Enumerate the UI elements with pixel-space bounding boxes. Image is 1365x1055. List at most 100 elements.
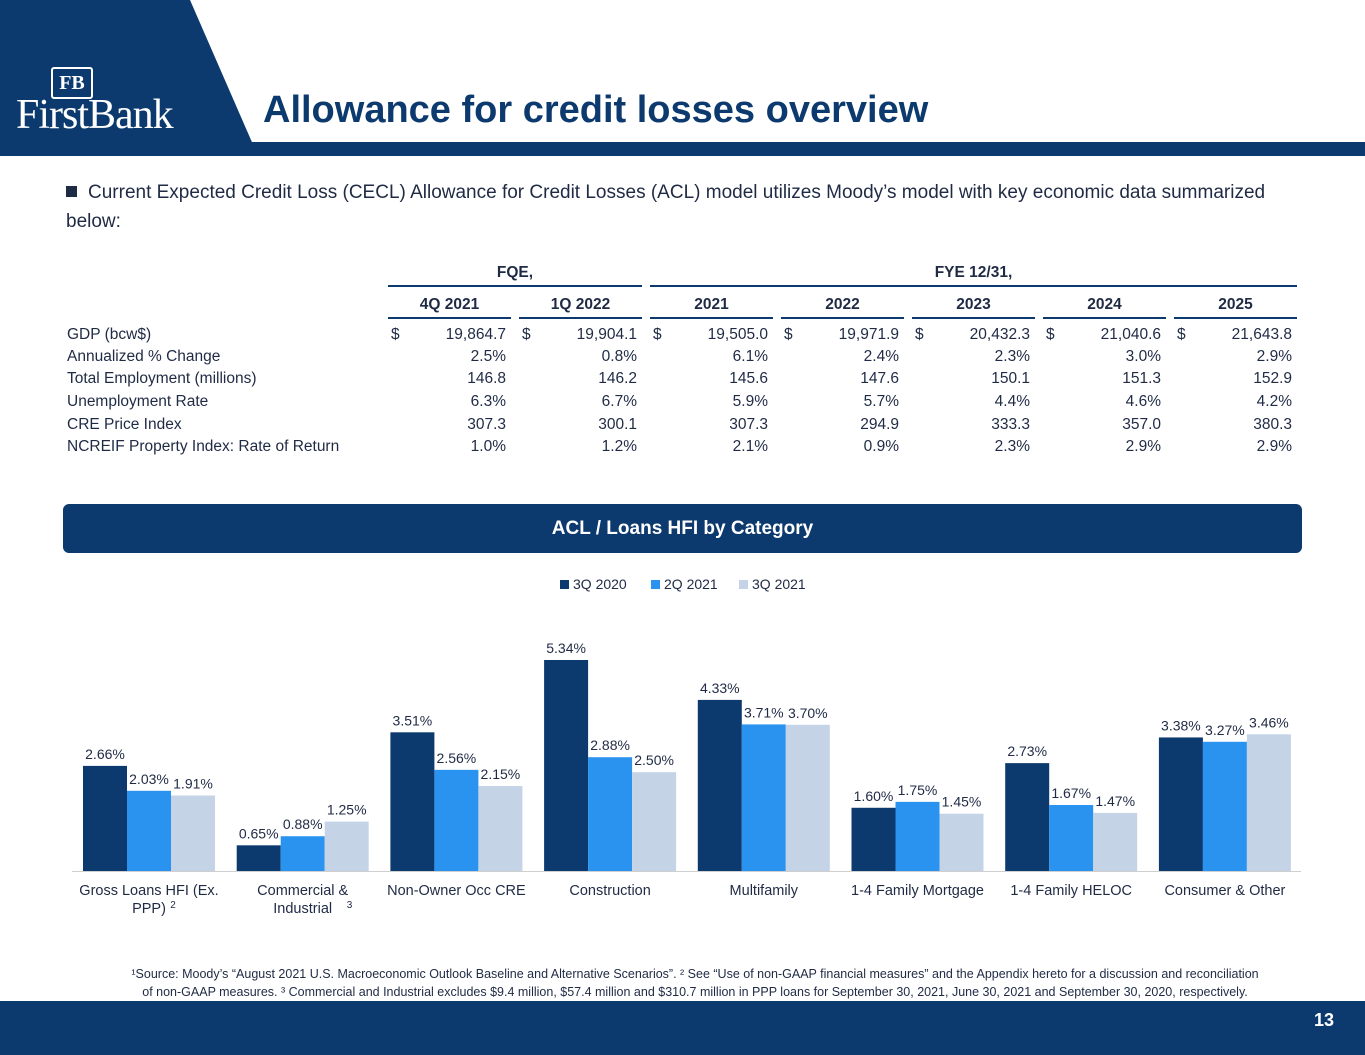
- table-cell: 150.1: [991, 370, 1030, 387]
- column-header-underline: [650, 317, 773, 319]
- bar: [280, 836, 325, 871]
- currency-symbol: $: [1177, 326, 1186, 343]
- data-label: 3.38%: [1161, 717, 1201, 733]
- category-label: Consumer & Other: [1164, 883, 1285, 899]
- bar: [390, 732, 435, 871]
- table-cell: 1.2%: [601, 438, 637, 455]
- table-cell: 19,971.9: [838, 326, 899, 343]
- table-cell: 146.2: [598, 370, 637, 387]
- table-cell: 21,040.6: [1100, 326, 1161, 343]
- table-cell: 357.0: [1122, 416, 1161, 433]
- table-cell: 19,864.7: [445, 326, 506, 343]
- footer-bar: [0, 1001, 1365, 1055]
- table-cell: 152.9: [1253, 370, 1292, 387]
- table-cell: 4.4%: [994, 393, 1030, 410]
- bar: [478, 786, 523, 871]
- acl-bar-chart: 3Q 2020 2Q 2021 3Q 2021 2.66%2.03% 1.91% Gros…: [72, 576, 1301, 917]
- data-label: 1.67%: [1051, 785, 1091, 801]
- data-label: 0.88%: [283, 816, 323, 832]
- column-header-underline: [519, 317, 642, 319]
- data-label: 1.47%: [1095, 793, 1135, 809]
- bar: [785, 724, 830, 871]
- table-row-label: Annualized % Change: [67, 348, 221, 365]
- fqe-group-header: FQE,: [496, 264, 534, 281]
- bar: [83, 765, 127, 871]
- column-header: 4Q 2021: [419, 296, 480, 313]
- table-cell: 2.3%: [994, 348, 1030, 365]
- bar: [1093, 812, 1138, 871]
- bar: [171, 795, 215, 871]
- data-label: 1.91%: [173, 776, 213, 792]
- category-label: 1-4 Family HELOC: [1010, 883, 1132, 899]
- legend-swatch: [739, 580, 748, 589]
- column-header-underline: [912, 317, 1035, 319]
- data-label: 2.73%: [1007, 743, 1047, 759]
- category-label: Gross Loans HFI (Ex.: [79, 883, 218, 899]
- legend-label: 2Q 2021: [664, 576, 718, 592]
- data-label: 1.25%: [327, 802, 367, 818]
- bar: [324, 821, 369, 871]
- table-cell: 3.0%: [1125, 348, 1161, 365]
- bar: [1246, 734, 1291, 871]
- legend-swatch: [560, 580, 569, 589]
- column-header: 2024: [1087, 296, 1122, 313]
- table-cell: 2.9%: [1256, 438, 1292, 455]
- currency-symbol: $: [784, 326, 793, 343]
- cecl-bullet: Current Expected Credit Loss (CECL) Allo…: [66, 178, 1296, 236]
- fqe-group-underline: [388, 285, 642, 287]
- table-cell: 2.5%: [470, 348, 506, 365]
- bar: [939, 813, 984, 871]
- table-cell: 333.3: [991, 416, 1030, 433]
- table-row-label: CRE Price Index: [67, 416, 182, 433]
- table-cell: 4.2%: [1256, 393, 1292, 410]
- category-label: Non-Owner Occ CRE: [387, 883, 526, 899]
- table-row-label: NCREIF Property Index: Rate of Return: [67, 438, 340, 455]
- table-cell: 151.3: [1122, 370, 1161, 387]
- data-label: 1.75%: [898, 782, 938, 798]
- bullet-text: Current Expected Credit Loss (CECL) Allo…: [66, 182, 1266, 232]
- column-header: 2025: [1218, 296, 1253, 313]
- footnote: ¹Source: Moody’s “August 2021 U.S. Macro…: [60, 965, 1330, 1001]
- bar: [741, 724, 786, 871]
- data-label: 0.65%: [239, 825, 279, 841]
- table-cell: 2.1%: [732, 438, 768, 455]
- data-label: 3.27%: [1205, 722, 1245, 738]
- category-footnote-ref: 3: [347, 900, 353, 911]
- currency-symbol: $: [653, 326, 662, 343]
- category-label: PPP): [132, 901, 166, 917]
- table-row-label: GDP (bcw$): [67, 326, 152, 343]
- bar: [434, 769, 479, 871]
- data-label: 5.34%: [546, 640, 586, 656]
- data-label: 2.66%: [85, 746, 125, 762]
- data-label: 4.33%: [700, 680, 740, 696]
- bullet-square-icon: [66, 186, 77, 197]
- table-cell: 145.6: [729, 370, 768, 387]
- fye-group-underline: [650, 285, 1297, 287]
- page-number: 13: [1313, 1010, 1334, 1030]
- table-cell: 20,432.3: [969, 326, 1030, 343]
- column-header: 2021: [694, 296, 729, 313]
- table-cell: 2.9%: [1256, 348, 1292, 365]
- bar: [1005, 763, 1050, 871]
- bar: [544, 660, 589, 871]
- bar: [236, 845, 281, 871]
- data-label: 2.50%: [634, 752, 674, 768]
- column-header-underline: [388, 317, 511, 319]
- category-label: Industrial: [273, 901, 332, 917]
- category-footnote-ref: 2: [170, 900, 176, 911]
- bar: [697, 699, 742, 871]
- bar: [632, 772, 677, 871]
- legend-label: 3Q 2021: [752, 576, 806, 592]
- footnote-line-1: ¹Source: Moody’s “August 2021 U.S. Macro…: [131, 967, 1259, 981]
- table-cell: 1.0%: [470, 438, 506, 455]
- table-cell: 19,904.1: [576, 326, 637, 343]
- category-label: Multifamily: [730, 883, 799, 899]
- column-header-underline: [1174, 317, 1297, 319]
- data-label: 3.71%: [744, 704, 784, 720]
- table-cell: 5.9%: [732, 393, 768, 410]
- logo-wordmark: FirstBank: [16, 92, 174, 138]
- table-cell: 2.9%: [1125, 438, 1161, 455]
- logo-monogram: FB: [51, 67, 93, 99]
- currency-symbol: $: [1046, 326, 1055, 343]
- legend-swatch: [651, 580, 660, 589]
